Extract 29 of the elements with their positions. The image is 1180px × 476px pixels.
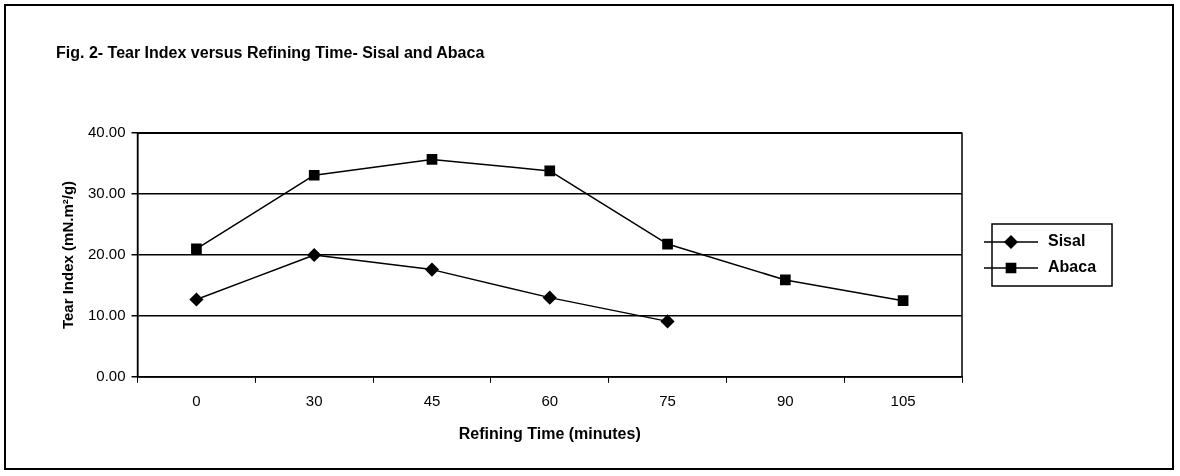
point: [544, 165, 556, 177]
x-tick-label: 75: [659, 391, 676, 409]
y-tick-label: 30.00: [87, 184, 126, 202]
x-tick-label: 0: [192, 391, 201, 409]
y-tick-label: 40.00: [87, 123, 126, 141]
point: [660, 314, 675, 329]
point: [307, 248, 321, 262]
y-axis-title: Tear Index (mN.m²/g): [59, 180, 77, 330]
point: [189, 292, 204, 307]
y-tick-label: 20.00: [87, 245, 126, 263]
legend-label: Abaca: [1048, 258, 1097, 276]
x-tick-label: 45: [423, 391, 441, 409]
chart-title: Fig. 2- Tear Index versus Refining Time- Sisal and Abaca: [56, 44, 485, 62]
point: [425, 262, 439, 277]
point: [191, 243, 202, 255]
x-tick-label: 105: [890, 391, 916, 409]
point: [308, 169, 320, 181]
point: [897, 295, 909, 307]
point: [543, 290, 557, 305]
x-tick-label: 60: [541, 391, 559, 409]
legend-label: Sisal: [1048, 232, 1086, 250]
x-tick-label: 30: [305, 391, 323, 409]
point: [662, 238, 673, 250]
x-tick-label: 90: [776, 391, 794, 409]
y-tick-label: 10.00: [87, 306, 126, 324]
point: [426, 154, 438, 165]
x-axis-title: Refining Time (minutes): [458, 424, 641, 442]
y-tick-label: 0.00: [96, 366, 126, 384]
point: [779, 274, 791, 286]
